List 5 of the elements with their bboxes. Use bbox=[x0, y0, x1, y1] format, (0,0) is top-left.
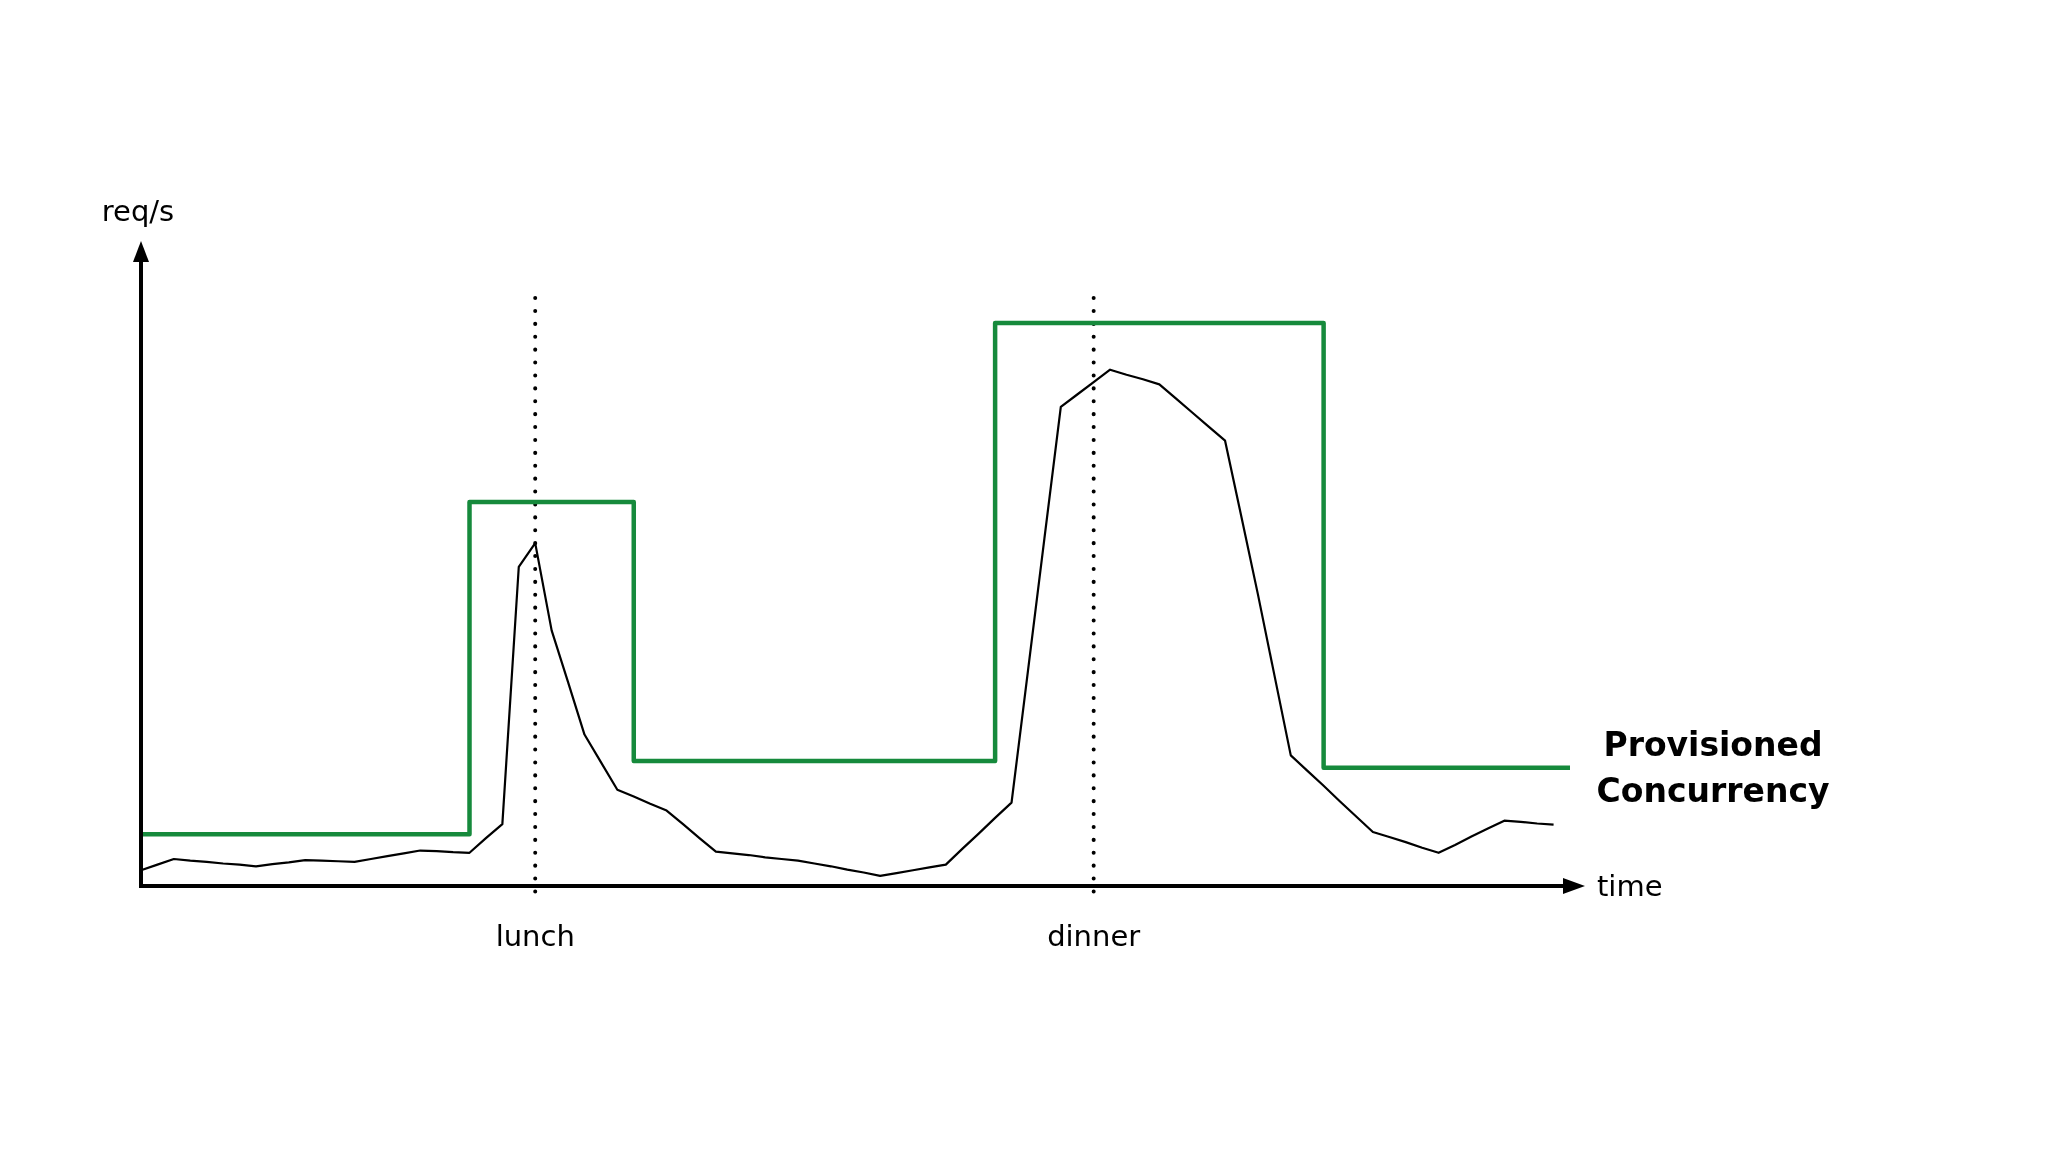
x-tick-label: dinner bbox=[1047, 919, 1141, 953]
series-label: Provisioned Concurrency bbox=[1596, 725, 1830, 811]
x-tick-label: lunch bbox=[495, 919, 575, 953]
y-axis-title: req/s bbox=[101, 194, 175, 228]
x-axis-title: time bbox=[1597, 869, 1663, 903]
